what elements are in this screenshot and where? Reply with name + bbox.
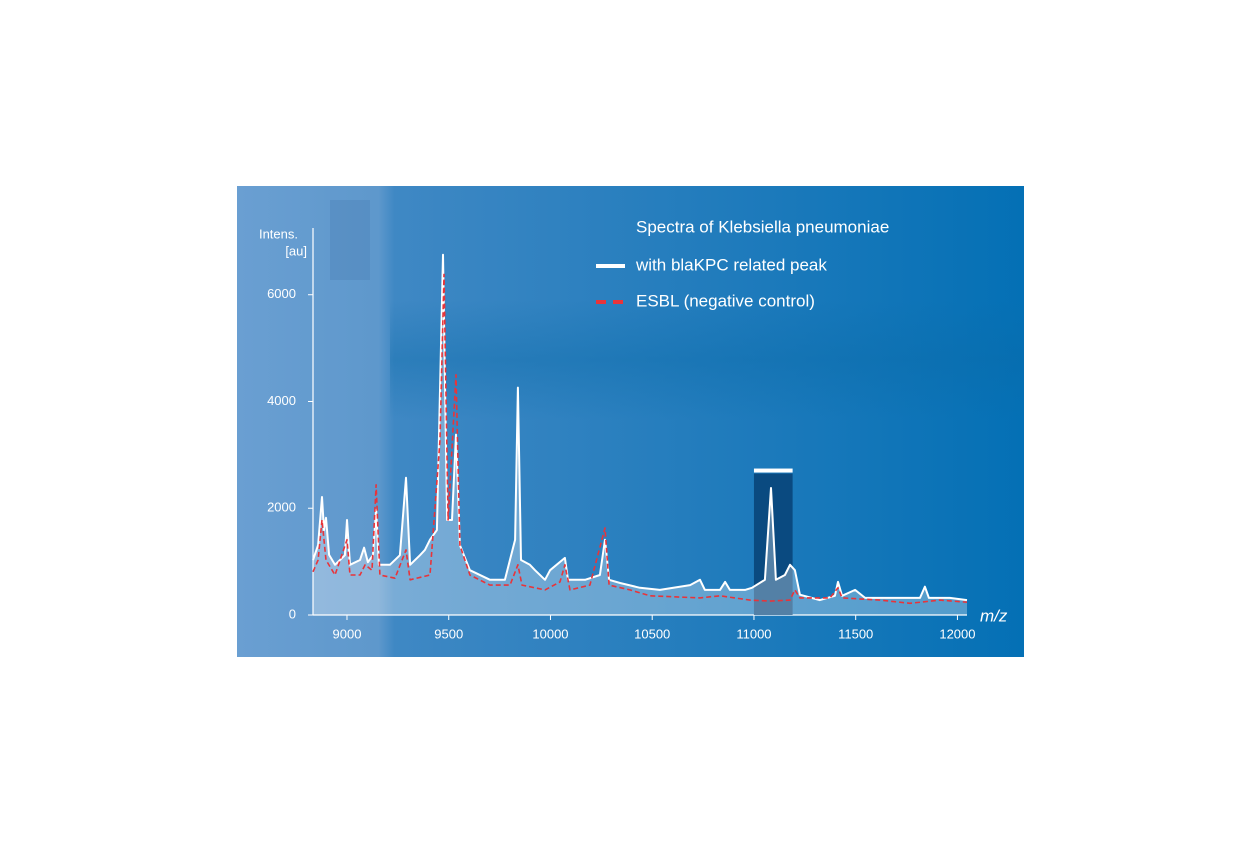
series-line — [312, 273, 968, 605]
x-tick-label: 11000 — [736, 626, 771, 641]
y-axis-label: [au] — [285, 243, 307, 258]
highlight-bar — [753, 468, 793, 473]
panel-background — [237, 186, 1024, 657]
x-tick-label: 12000 — [939, 626, 975, 641]
y-tick-label: 4000 — [267, 393, 296, 408]
x-tick-label: 10500 — [634, 626, 670, 641]
panel-shade — [390, 300, 1024, 420]
chart-title: Spectra of Klebsiella pneumoniae — [636, 217, 889, 236]
x-tick-label: 10000 — [532, 626, 568, 641]
legend-label: ESBL (negative control) — [636, 291, 815, 310]
x-tick-label: 9500 — [434, 626, 463, 641]
plot-area — [308, 228, 968, 620]
y-tick-label: 2000 — [267, 500, 296, 515]
x-axis-label: m/z — [980, 606, 1008, 625]
y-tick-label: 6000 — [267, 286, 296, 301]
y-axis-label: Intens. — [259, 226, 298, 241]
y-tick-label: 0 — [289, 606, 296, 621]
x-tick-label: 11500 — [838, 626, 873, 641]
series-area — [313, 254, 967, 615]
legend-label: with blaKPC related peak — [635, 255, 827, 274]
x-tick-label: 9000 — [333, 626, 362, 641]
panel-blur — [330, 200, 370, 280]
